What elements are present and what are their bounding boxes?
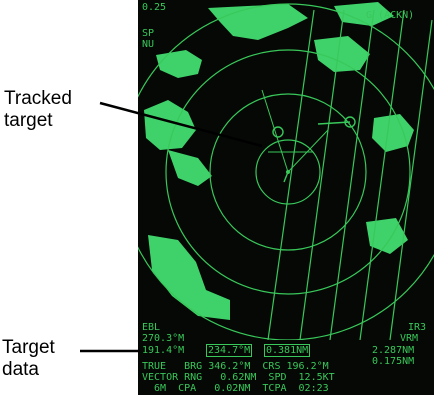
parallel-index-line-2: [299, 9, 345, 340]
tracked-target-symbol: [272, 126, 284, 138]
tracked-target-label-line1: Tracked: [4, 88, 72, 109]
target-vector: [317, 121, 351, 125]
parallel-index-lines: [267, 9, 433, 340]
target-data-line1: TRUE BRG 346.2°M CRS 196.2°M: [142, 361, 329, 372]
target-data-label-line1: Target: [2, 337, 55, 358]
land-echo-top-right: [334, 2, 394, 26]
tracked-target-symbols[interactable]: [272, 116, 356, 183]
range-ring-3: [165, 49, 411, 295]
own-ship-marker: [286, 170, 290, 174]
tracked-target-label-line2: target: [4, 110, 53, 131]
cursor-line: [287, 129, 329, 173]
ebl-bearing: 270.3°M: [142, 333, 185, 344]
mode-line2: NU: [142, 39, 155, 50]
parallel-index-line-4: [359, 9, 405, 340]
parallel-index-line-5: [389, 19, 433, 340]
land-echo-right-upper: [314, 36, 370, 72]
land-echo-top: [208, 4, 308, 40]
vrm-index: IR3: [408, 322, 427, 333]
radar-display[interactable]: 0.25 SP NU G (ACKN) EBL 270.3°M 191.4°M …: [138, 0, 434, 395]
target-data-callout: Target data: [2, 337, 55, 381]
tracked-target-callout: Tracked target: [4, 88, 72, 132]
land-echo-right-mid: [372, 114, 414, 152]
land-echo-lower-left: [148, 235, 230, 320]
range-readout: 0.25: [142, 2, 167, 13]
target-data-line3: 6M CPA 0.02NM TCPA 02:23: [142, 383, 329, 394]
land-echoes: [144, 2, 414, 320]
range-ring-1: [255, 139, 321, 205]
alarm-ack-label: G (ACKN): [366, 10, 415, 21]
parallel-index-line-1: [267, 9, 315, 340]
range-ring-2: [209, 93, 367, 251]
ebl-label: EBL: [142, 322, 161, 333]
land-echo-left-upper: [156, 50, 202, 78]
vrm-value-1: 2.287NM: [372, 345, 415, 356]
mode-line1: SP: [142, 28, 155, 39]
vrm-value-2: 0.175NM: [372, 356, 415, 367]
target-data-line2: VECTOR RNG 0.62NM SPD 12.5KT: [142, 372, 335, 383]
range-rings: [138, 3, 434, 340]
bearing-lines: [261, 89, 329, 173]
cursor-bearing-box[interactable]: 234.7°M: [206, 344, 253, 357]
ebl-line: [261, 89, 289, 173]
cursor-range-box[interactable]: 0.381NM: [264, 344, 311, 357]
vrm-label: VRM: [400, 333, 419, 344]
range-ring-4: [138, 3, 434, 340]
ebl-range: 191.4°M: [142, 345, 185, 356]
target-data-label-line2: data: [2, 359, 39, 380]
parallel-index-line-3: [329, 9, 375, 340]
land-echo-left-mid2: [168, 150, 212, 186]
